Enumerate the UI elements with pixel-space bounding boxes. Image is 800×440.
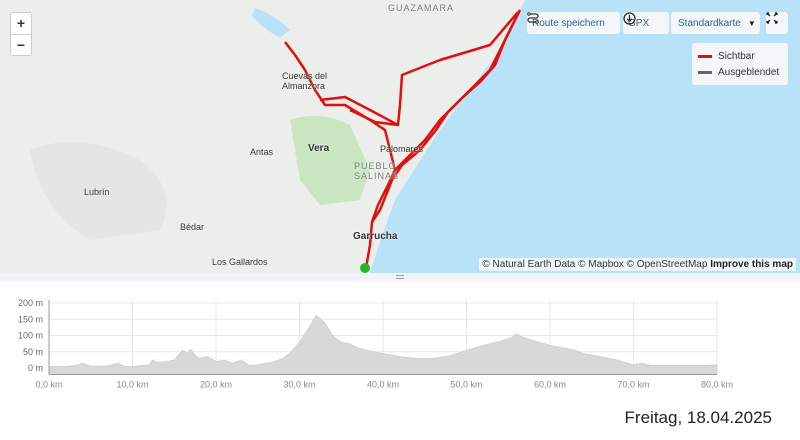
place-label: SALINAS	[354, 171, 400, 181]
fullscreen-icon	[766, 12, 778, 24]
caret-down-icon: ▼	[747, 18, 756, 28]
green-area	[290, 116, 370, 205]
x-tick-label: 50,0 km	[450, 380, 482, 390]
save-route-button[interactable]: Route speichern	[527, 12, 620, 34]
download-icon	[623, 12, 636, 25]
y-tick-label: 150 m	[18, 314, 43, 324]
start-marker	[360, 263, 370, 273]
elevation-area	[48, 314, 718, 375]
zoom-control: + −	[10, 12, 32, 56]
map-attribution: © Natural Earth Data © Mapbox © OpenStre…	[479, 258, 796, 271]
place-label: Vera	[308, 143, 330, 154]
save-route-label: Route speichern	[532, 17, 605, 29]
legend-hidden[interactable]: Ausgeblendet	[698, 64, 782, 80]
x-tick-label: 40,0 km	[367, 380, 399, 390]
place-label: Los Gallardos	[212, 257, 268, 267]
place-label: Garrucha	[353, 231, 398, 242]
legend-label: Ausgeblendet	[718, 66, 780, 78]
zoom-in-button[interactable]: +	[16, 15, 26, 31]
route-icon	[527, 12, 539, 24]
y-tick-label: 100 m	[18, 331, 43, 341]
map-style-dropdown[interactable]: Standardkarte ▼	[671, 12, 760, 34]
x-tick-label: 80,0 km	[701, 380, 733, 390]
legend-visible[interactable]: Sichtbar	[698, 48, 782, 64]
y-tick-label: 0 m	[28, 363, 43, 373]
route-map[interactable]: GUAZAMARA Cuevas del Almanzora Vera Anta…	[0, 0, 800, 273]
x-tick-label: 60,0 km	[534, 380, 566, 390]
resize-divider[interactable]	[0, 273, 800, 281]
attribution-text[interactable]: © Natural Earth Data © Mapbox © OpenStre…	[482, 259, 708, 270]
legend-label: Sichtbar	[718, 50, 755, 62]
lake	[252, 8, 290, 38]
map-legend: Sichtbar Ausgeblendet	[692, 43, 788, 85]
place-label: GUAZAMARA	[388, 3, 455, 13]
x-tick-label: 20,0 km	[200, 380, 232, 390]
x-tick-label: 70,0 km	[617, 380, 649, 390]
zoom-out-button[interactable]: −	[11, 34, 31, 55]
map-background	[252, 0, 800, 273]
x-tick-label: 30,0 km	[283, 380, 315, 390]
gpx-label: GPX	[628, 17, 650, 29]
y-tick-label: 200 m	[18, 298, 43, 308]
improve-map-link[interactable]: Improve this map	[710, 259, 793, 270]
place-label: Bédar	[180, 222, 205, 232]
x-tick-label: 10,0 km	[116, 380, 148, 390]
route-lines	[284, 9, 522, 269]
place-label: Lubrín	[84, 187, 110, 197]
drag-handle-icon[interactable]	[396, 275, 404, 279]
x-tick-label: 0,0 km	[35, 380, 62, 390]
place-label: Cuevas del	[282, 71, 328, 81]
gpx-download-button[interactable]: GPX	[623, 12, 669, 34]
elevation-chart[interactable]: 200 m 150 m 100 m 50 m 0 m 0,0 km 10,0 km 20,0 …	[0, 283, 800, 403]
fullscreen-button[interactable]	[766, 12, 788, 34]
y-tick-label: 50 m	[23, 347, 43, 357]
place-label: Almanzora	[282, 81, 326, 91]
place-label: Antas	[250, 147, 274, 157]
place-label: Palomares	[380, 144, 424, 154]
date-caption: Freitag, 18.04.2025	[624, 408, 772, 427]
map-style-label: Standardkarte	[678, 17, 741, 29]
place-label: PUEBLO	[354, 161, 397, 171]
